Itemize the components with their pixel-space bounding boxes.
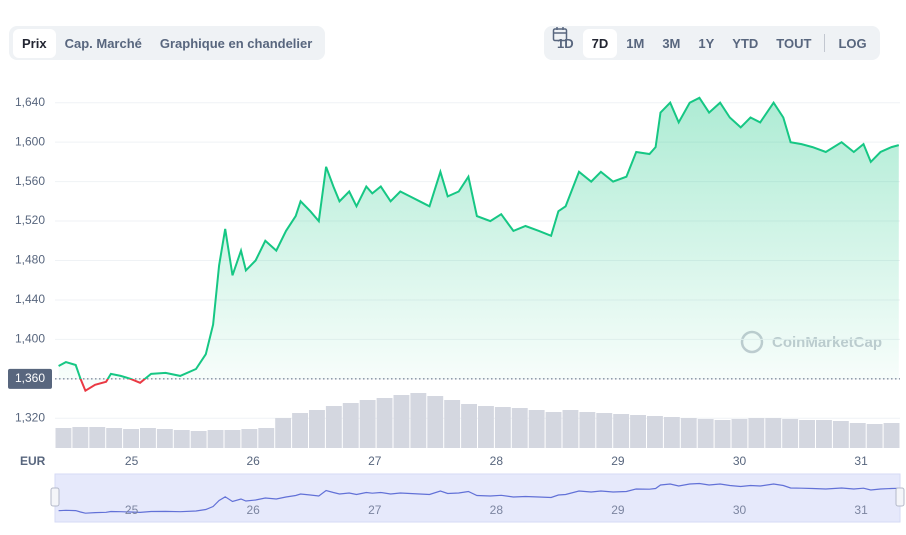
x-tick-label: 28: [490, 454, 504, 468]
volume-bar: [275, 418, 292, 448]
range-button[interactable]: YTD: [732, 35, 759, 51]
volume-bar: [292, 413, 308, 448]
navigator-tick-label: 29: [611, 503, 625, 517]
volume-bar: [190, 431, 207, 448]
volume-bar: [816, 420, 832, 448]
x-tick-label: 31: [854, 454, 868, 468]
volume-bar: [410, 393, 427, 448]
volume-bar: [478, 406, 494, 448]
navigator-tick-label: 31: [854, 503, 868, 517]
volume-bar: [342, 403, 359, 448]
currency-label: EUR: [20, 454, 46, 468]
volume-bar: [883, 423, 900, 448]
baseline-label-bg: [8, 368, 52, 389]
x-tick-label: 29: [611, 454, 625, 468]
volume-bar: [832, 421, 849, 448]
separator: [824, 34, 826, 52]
x-tick-label: 26: [247, 454, 261, 468]
volume-bar: [782, 419, 799, 448]
volume-bar: [173, 430, 190, 448]
volume-bar: [106, 428, 123, 448]
tab-button[interactable]: Cap. Marché: [64, 35, 142, 51]
navigator-tick-label: 27: [368, 503, 382, 517]
volume-bar: [444, 400, 461, 448]
volume-bar: [765, 418, 782, 448]
range-button[interactable]: 3M: [662, 35, 681, 51]
volume-bar: [545, 412, 562, 448]
volume-bar: [697, 419, 714, 448]
volume-bar: [866, 424, 883, 448]
y-tick-label: 1,480: [15, 253, 45, 267]
navigator-tick-label: 28: [490, 503, 504, 517]
calendar-icon[interactable]: [552, 26, 568, 42]
volume-bar: [393, 395, 410, 448]
volume-bar: [461, 404, 477, 448]
volume-bar: [562, 410, 579, 448]
y-tick-label: 1,320: [15, 410, 45, 424]
price-area: [58, 97, 899, 391]
y-tick-label: 1,400: [15, 332, 45, 346]
x-tick-label: 25: [125, 454, 139, 468]
volume-bar: [325, 406, 342, 448]
range-button[interactable]: TOUT: [776, 35, 812, 51]
volume-bar: [663, 417, 680, 448]
tab-button[interactable]: Prix: [13, 28, 56, 58]
volume-bar: [748, 418, 765, 448]
volume-bar: [680, 418, 697, 448]
volume-bar: [799, 420, 815, 448]
tab-button[interactable]: Graphique en chandelier: [159, 35, 313, 51]
volume-bar: [849, 423, 866, 448]
volume-bar: [258, 428, 275, 448]
volume-bar: [528, 410, 545, 448]
volume-bar: [123, 429, 139, 448]
x-tick-label: 30: [733, 454, 747, 468]
volume-bar: [596, 413, 613, 448]
volume-bar: [427, 396, 444, 448]
navigator-tick-label: 25: [125, 503, 139, 517]
y-tick-label: 1,600: [15, 134, 45, 148]
range-button[interactable]: 7D: [582, 28, 618, 58]
navigator-tick-label: 26: [247, 503, 261, 517]
volume-bar: [714, 420, 731, 448]
range-group: 1D 7D 1M 3M 1Y YTD TOUT LOG: [544, 26, 880, 60]
y-tick-label: 1,360: [15, 371, 45, 385]
volume-bar: [359, 400, 376, 448]
range-button[interactable]: 1Y: [698, 35, 715, 51]
volume-bar: [72, 427, 89, 448]
volume-bar: [207, 430, 224, 448]
range-button[interactable]: 1M: [626, 35, 645, 51]
navigator-tick-label: 30: [733, 503, 747, 517]
volume-bar: [511, 408, 528, 448]
x-tick-label: 27: [368, 454, 382, 468]
volume-bar: [156, 429, 173, 448]
range-button[interactable]: 1D: [557, 35, 574, 51]
price-line: [58, 96, 900, 393]
volume-bar: [731, 419, 748, 448]
volume-bar: [579, 412, 596, 448]
navigator-handle[interactable]: [895, 487, 905, 507]
navigator-handle[interactable]: [50, 487, 60, 507]
navigator-bg: [54, 473, 901, 523]
log-button[interactable]: LOG: [838, 35, 867, 51]
volume-bar: [630, 415, 646, 448]
volume-bar: [89, 427, 106, 448]
tab-group: Prix Cap. Marché Graphique en chandelier: [9, 26, 326, 60]
volume-bar: [376, 398, 393, 448]
y-tick-label: 1,440: [15, 292, 45, 306]
y-tick-label: 1,560: [15, 174, 45, 188]
volume-bar: [241, 429, 258, 448]
volume-bar: [613, 414, 630, 448]
y-tick-label: 1,640: [15, 95, 45, 109]
volume-bar: [494, 407, 511, 448]
y-tick-label: 1,520: [15, 213, 45, 227]
volume-bar: [224, 430, 241, 448]
volume-bar: [647, 416, 663, 448]
volume-bar: [309, 410, 325, 448]
volume-bar: [55, 428, 72, 448]
navigator-line: [58, 482, 899, 514]
volume-bar: [140, 428, 156, 448]
